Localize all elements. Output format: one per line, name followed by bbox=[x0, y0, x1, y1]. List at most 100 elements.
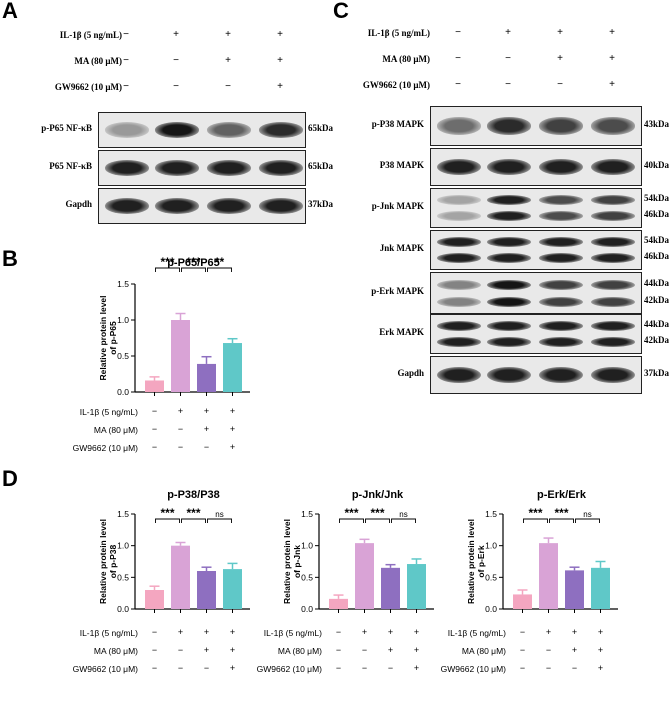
bar bbox=[223, 569, 242, 609]
bar bbox=[197, 571, 216, 609]
protein-band bbox=[539, 321, 583, 332]
condition-sign: − bbox=[173, 55, 179, 66]
protein-band bbox=[591, 337, 635, 348]
blot-strip bbox=[430, 188, 642, 228]
condition-sign: + bbox=[609, 27, 615, 38]
blot-strip bbox=[98, 112, 306, 148]
bar bbox=[145, 380, 164, 392]
bar bbox=[565, 570, 584, 609]
condition-sign: + bbox=[203, 406, 210, 416]
protein-band bbox=[437, 337, 481, 348]
y-tick-label: 1.5 bbox=[301, 509, 313, 519]
condition-sign: − bbox=[335, 645, 342, 655]
significance-label: *** bbox=[554, 506, 568, 520]
y-axis-label-line: of p-Erk bbox=[476, 545, 486, 577]
significance-bracket bbox=[207, 267, 232, 272]
condition-sign: − bbox=[545, 645, 552, 655]
bar bbox=[407, 564, 426, 609]
chart-title: p-Erk/Erk bbox=[537, 489, 587, 501]
y-tick-label: 0.5 bbox=[117, 351, 129, 361]
protein-band bbox=[591, 158, 635, 176]
protein-band bbox=[539, 296, 583, 307]
blot-label: p-Erk MAPK bbox=[371, 286, 424, 296]
condition-sign: − bbox=[151, 663, 158, 673]
condition-sign: + bbox=[413, 645, 420, 655]
y-axis-label-line: of p-P65 bbox=[108, 321, 118, 355]
protein-band bbox=[591, 321, 635, 332]
protein-band bbox=[539, 366, 583, 384]
condition-sign: + bbox=[203, 627, 210, 637]
protein-band bbox=[591, 296, 635, 307]
chart-title: p-P38/P38 bbox=[167, 489, 220, 501]
protein-band bbox=[105, 160, 149, 176]
condition-sign: − bbox=[151, 406, 158, 416]
condition-sign: − bbox=[455, 79, 461, 90]
condition-sign: + bbox=[557, 27, 563, 38]
significance-label: ** bbox=[215, 255, 225, 269]
y-tick-label: 1.5 bbox=[485, 509, 497, 519]
y-tick-label: 1.5 bbox=[117, 279, 129, 289]
molecular-weight-label: 37kDa bbox=[308, 199, 334, 209]
protein-band bbox=[539, 195, 583, 206]
condition-sign: − bbox=[361, 645, 368, 655]
condition-sign: + bbox=[229, 406, 236, 416]
blot-label: Erk MAPK bbox=[379, 327, 424, 337]
blot-strip bbox=[98, 188, 306, 224]
significance-bracket bbox=[181, 267, 206, 272]
condition-sign: + bbox=[609, 79, 615, 90]
protein-band bbox=[539, 279, 583, 291]
y-tick-label: 0.5 bbox=[117, 572, 129, 582]
protein-band bbox=[487, 337, 531, 348]
y-tick-label: 1.0 bbox=[117, 315, 129, 325]
panel-letter-a: A bbox=[2, 0, 18, 23]
y-axis-label-line: Relative protein level bbox=[466, 519, 476, 604]
molecular-weight-label: 65kDa bbox=[308, 123, 334, 133]
condition-label: MA (80 μM) bbox=[93, 425, 138, 435]
significance-label: *** bbox=[186, 255, 200, 269]
condition-sign: − bbox=[177, 424, 184, 434]
significance-bracket bbox=[391, 518, 416, 523]
protein-band bbox=[591, 253, 635, 264]
significance-label: ns bbox=[583, 510, 591, 519]
condition-sign: − bbox=[455, 27, 461, 38]
panel-letter-c: C bbox=[333, 0, 349, 23]
molecular-weight-label: 40kDa bbox=[644, 160, 669, 170]
condition-sign: + bbox=[229, 663, 236, 673]
condition-sign: + bbox=[277, 81, 283, 92]
blot-label: p-Jnk MAPK bbox=[371, 201, 424, 211]
protein-band bbox=[539, 237, 583, 248]
condition-sign: − bbox=[455, 53, 461, 64]
y-axis-label-line: of p-Jnk bbox=[292, 545, 302, 578]
protein-band bbox=[437, 253, 481, 264]
condition-label-il1b: IL-1β (5 ng/mL) bbox=[59, 30, 122, 40]
condition-sign: + bbox=[225, 29, 231, 40]
condition-sign: − bbox=[571, 663, 578, 673]
condition-label: MA (80 μM) bbox=[461, 646, 506, 656]
protein-band bbox=[591, 195, 635, 206]
bar bbox=[171, 320, 190, 392]
chart-title: p-Jnk/Jnk bbox=[352, 489, 404, 501]
y-tick-label: 1.5 bbox=[117, 509, 129, 519]
condition-sign: + bbox=[413, 663, 420, 673]
condition-sign: + bbox=[505, 27, 511, 38]
blot-label: P38 MAPK bbox=[379, 160, 424, 170]
condition-label: IL-1β (5 ng/mL) bbox=[79, 628, 138, 638]
significance-bracket bbox=[181, 518, 206, 523]
protein-band bbox=[105, 198, 149, 214]
condition-sign: + bbox=[597, 627, 604, 637]
blot-label: Gapdh bbox=[397, 368, 424, 378]
molecular-weight-label: 46kDa bbox=[644, 209, 669, 220]
protein-band bbox=[487, 321, 531, 332]
bar bbox=[171, 545, 190, 609]
protein-band bbox=[539, 117, 583, 135]
condition-sign: − bbox=[123, 29, 129, 40]
molecular-weight-label: 46kDa bbox=[644, 251, 669, 262]
condition-sign: + bbox=[413, 627, 420, 637]
protein-band bbox=[487, 158, 531, 176]
protein-band bbox=[487, 296, 531, 307]
bar bbox=[513, 594, 532, 609]
protein-band bbox=[437, 237, 481, 248]
blot-strip bbox=[98, 150, 306, 186]
